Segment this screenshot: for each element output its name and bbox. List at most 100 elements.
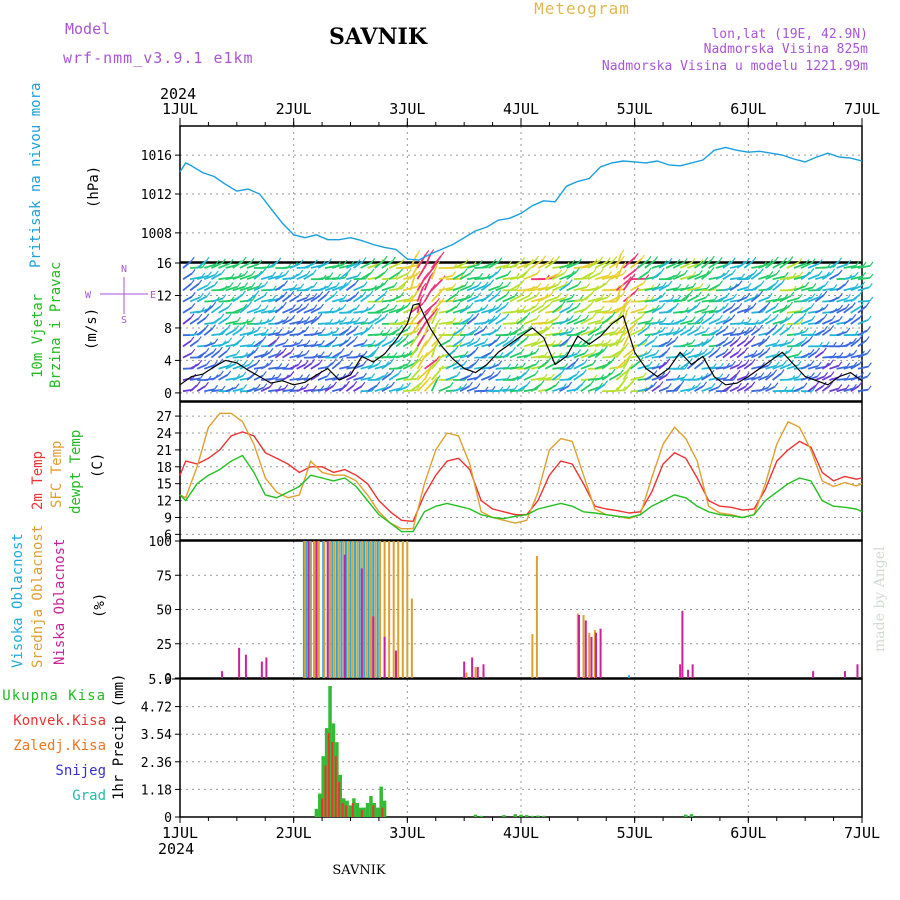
wind-barb: [651, 285, 664, 292]
total_precip-bar: [379, 786, 383, 817]
total_precip-bar: [513, 814, 518, 817]
low_cloud-bar: [307, 541, 310, 678]
wind-barb-feather: [674, 336, 679, 342]
wind-barb: [644, 353, 656, 359]
wind-barb: [701, 316, 712, 325]
wind-barb: [701, 309, 715, 314]
low_cloud-bar: [681, 610, 684, 678]
wind-barb-feather: [474, 346, 479, 352]
wind-barb-feather: [371, 257, 376, 263]
wind-barb: [310, 374, 320, 381]
cloud-ylabel-2: Srednja Oblacnost: [30, 525, 46, 668]
wind-barb-feather: [433, 376, 438, 382]
wind-barb-feather: [691, 338, 696, 344]
total_precip-bar: [519, 814, 523, 817]
wind-barb-feather: [784, 272, 789, 277]
wind-barb: [757, 339, 768, 348]
wind-barb-feather: [525, 368, 530, 374]
mid_cloud-bar: [342, 541, 345, 678]
wind-barb-feather: [250, 257, 255, 263]
wind-barb-feather: [689, 289, 694, 295]
wind-barb: [608, 350, 622, 359]
x-tick-label-bottom: 2JUL: [276, 824, 312, 842]
wind-barb-feather: [774, 382, 779, 388]
year-label-bottom: 2024: [158, 840, 194, 858]
wind-barb: [552, 354, 565, 359]
wind-barb-feather: [350, 317, 355, 323]
wind-barb: [779, 259, 791, 269]
wind-barb: [353, 277, 366, 281]
wind-barb-feather: [397, 369, 402, 375]
wind-barb: [545, 378, 559, 381]
wind-barb-feather: [858, 290, 863, 296]
wind-barb: [836, 283, 847, 292]
wind-barb: [203, 273, 216, 281]
wind-barb: [409, 345, 419, 359]
wind-barb: [594, 328, 607, 337]
y-tick-label: 1.18: [141, 783, 172, 798]
y-tick-label: 24: [156, 427, 172, 442]
wind-barb-feather: [590, 334, 595, 339]
wind-barb: [423, 301, 437, 314]
wind-barb: [651, 384, 661, 392]
wind-barb: [423, 287, 434, 303]
wind-barb-feather: [691, 374, 696, 380]
wind-barb: [502, 288, 517, 292]
wind-barb-feather: [558, 340, 563, 345]
wind-barb-feather: [600, 339, 605, 345]
wind-barb: [423, 266, 436, 280]
wind-barb: [509, 327, 521, 336]
wind-barb: [736, 296, 748, 303]
wind-barb: [544, 384, 557, 392]
wind-barb: [423, 275, 432, 291]
wind-barb-feather: [291, 314, 296, 320]
wind-barb-feather: [313, 340, 318, 346]
wind-barb-feather: [867, 362, 872, 368]
wind-barb-feather: [622, 385, 627, 391]
wind-barb-feather: [347, 279, 352, 285]
total_precip-bar: [338, 774, 343, 817]
wind-barb-feather: [556, 313, 561, 319]
wind-barb-feather: [852, 384, 857, 389]
wind-barb: [210, 272, 223, 280]
wind-barb-feather: [492, 259, 497, 264]
wind-barb-feather: [416, 270, 421, 276]
wind-barb-feather: [655, 304, 660, 310]
wind-barb-feather: [235, 383, 240, 389]
wind-barb-feather: [767, 313, 772, 319]
total_precip-bar: [376, 807, 380, 817]
low_cloud-bar: [584, 620, 587, 678]
wind-barb-feather: [773, 324, 778, 329]
wind-barb-feather: [692, 271, 697, 276]
wind-barb: [786, 344, 800, 348]
wind-barb-feather: [419, 354, 424, 360]
x-tick-label-top: 6JUL: [730, 100, 766, 118]
mid_cloud-bar: [397, 541, 400, 678]
wind-barb: [651, 320, 664, 325]
wind-barb-feather: [705, 327, 710, 333]
wind-barb: [274, 283, 285, 292]
mid_cloud-bar: [304, 541, 307, 678]
wind-barb: [182, 340, 192, 348]
wind-barb: [722, 306, 733, 314]
panel-frame: [179, 262, 863, 402]
wind-barb: [388, 295, 402, 303]
wind-barb: [551, 304, 563, 314]
wind-barb-feather: [603, 345, 608, 351]
wind-barb: [786, 376, 799, 381]
wind-barb: [466, 316, 477, 325]
wind-barb-feather: [732, 375, 737, 381]
wind-barb-feather: [356, 304, 361, 309]
wind-barb: [487, 271, 499, 280]
wind-barb-feather: [811, 386, 816, 392]
wind-barb: [232, 285, 246, 292]
wind-barb-feather: [313, 293, 318, 298]
wind-barb-feather: [833, 284, 838, 289]
wind-barb-feather: [791, 386, 795, 391]
wind-barb: [246, 350, 256, 359]
wind-barb-feather: [725, 315, 730, 321]
wind-barb-feather: [190, 313, 195, 319]
wind-barb-feather: [600, 293, 605, 299]
wind-barb: [772, 307, 785, 314]
total_precip-bar: [348, 805, 353, 817]
